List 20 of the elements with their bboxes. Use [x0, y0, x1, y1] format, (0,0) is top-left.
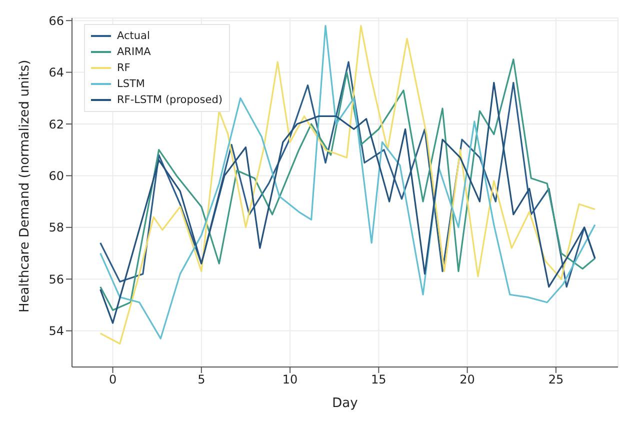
y-tick-label: 66: [48, 14, 64, 28]
y-tick-label: 64: [48, 66, 64, 80]
legend-label: RF-LSTM (proposed): [117, 94, 223, 106]
legend-label: Actual: [117, 30, 150, 42]
legend-label: RF: [117, 62, 130, 74]
x-tick-label: 25: [548, 372, 564, 387]
y-tick-label: 54: [48, 324, 64, 338]
legend-label: ARIMA: [117, 46, 151, 58]
y-axis-title: Healthcare Demand (normalized units): [18, 60, 33, 312]
y-tick-label: 56: [48, 272, 64, 286]
y-tick-label: 60: [48, 168, 64, 183]
x-tick-label: 10: [282, 372, 298, 387]
x-tick-label: 0: [108, 372, 117, 387]
legend-label: LSTM: [117, 78, 145, 90]
x-tick-label: 15: [371, 372, 386, 387]
y-tick-label: 62: [48, 117, 64, 132]
y-tick-label: 58: [48, 220, 64, 235]
x-axis-title: Day: [332, 396, 358, 411]
x-tick-label: 20: [460, 372, 475, 387]
x-tick-label: 5: [198, 372, 206, 387]
